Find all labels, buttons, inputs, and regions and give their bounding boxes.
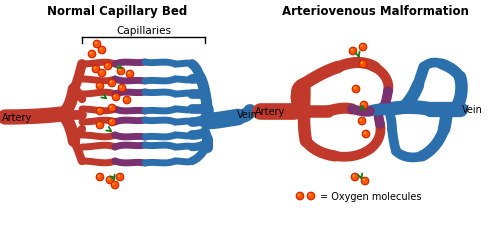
Circle shape xyxy=(298,194,300,196)
Circle shape xyxy=(100,48,102,51)
Circle shape xyxy=(350,49,353,52)
Circle shape xyxy=(117,68,125,76)
Circle shape xyxy=(98,70,106,77)
Circle shape xyxy=(96,122,104,129)
Text: Vein: Vein xyxy=(237,109,258,120)
Circle shape xyxy=(98,84,100,87)
Circle shape xyxy=(362,103,364,106)
Circle shape xyxy=(106,64,108,67)
Circle shape xyxy=(96,108,104,115)
Circle shape xyxy=(118,69,121,72)
Text: Artery: Artery xyxy=(255,106,285,117)
Circle shape xyxy=(118,85,126,92)
Circle shape xyxy=(98,123,100,125)
Circle shape xyxy=(112,94,120,101)
Circle shape xyxy=(359,44,367,52)
Circle shape xyxy=(352,175,355,177)
Circle shape xyxy=(88,51,96,59)
Circle shape xyxy=(94,42,97,45)
Text: Capillaries: Capillaries xyxy=(116,26,171,36)
Circle shape xyxy=(362,131,370,138)
Circle shape xyxy=(362,179,365,181)
Circle shape xyxy=(360,62,363,65)
Circle shape xyxy=(358,118,366,125)
Circle shape xyxy=(98,47,106,55)
Circle shape xyxy=(100,71,102,74)
Circle shape xyxy=(98,109,100,112)
Circle shape xyxy=(98,175,100,177)
Circle shape xyxy=(112,183,115,185)
Circle shape xyxy=(126,71,134,79)
Circle shape xyxy=(352,86,360,93)
Circle shape xyxy=(90,52,92,55)
Circle shape xyxy=(110,81,112,84)
Circle shape xyxy=(308,194,311,196)
Circle shape xyxy=(120,86,122,89)
Circle shape xyxy=(94,67,96,70)
Circle shape xyxy=(307,192,315,200)
Circle shape xyxy=(96,173,104,181)
Circle shape xyxy=(360,102,368,109)
Text: = Oxygen molecules: = Oxygen molecules xyxy=(320,191,422,201)
Circle shape xyxy=(128,72,130,75)
Circle shape xyxy=(108,80,116,87)
Circle shape xyxy=(360,119,362,121)
Circle shape xyxy=(359,61,367,68)
Circle shape xyxy=(93,41,101,49)
Text: Artery: Artery xyxy=(2,112,32,123)
Circle shape xyxy=(351,173,359,181)
Circle shape xyxy=(106,176,114,184)
Circle shape xyxy=(296,192,304,200)
Circle shape xyxy=(92,66,100,74)
Text: Vein: Vein xyxy=(462,105,483,114)
Text: Normal Capillary Bed: Normal Capillary Bed xyxy=(47,5,187,18)
Circle shape xyxy=(124,98,127,101)
Circle shape xyxy=(364,132,366,134)
Circle shape xyxy=(349,48,357,56)
Circle shape xyxy=(110,106,112,109)
Circle shape xyxy=(104,63,112,71)
Circle shape xyxy=(111,181,119,189)
Circle shape xyxy=(118,175,120,177)
Text: Arteriovenous Malformation: Arteriovenous Malformation xyxy=(282,5,469,18)
Circle shape xyxy=(108,119,116,126)
Circle shape xyxy=(110,120,112,123)
Circle shape xyxy=(108,178,110,180)
Circle shape xyxy=(354,87,356,90)
Circle shape xyxy=(114,95,116,98)
Circle shape xyxy=(360,45,363,48)
Circle shape xyxy=(361,177,369,185)
Circle shape xyxy=(108,105,116,112)
Circle shape xyxy=(116,173,124,181)
Circle shape xyxy=(123,97,131,104)
Circle shape xyxy=(96,83,104,90)
